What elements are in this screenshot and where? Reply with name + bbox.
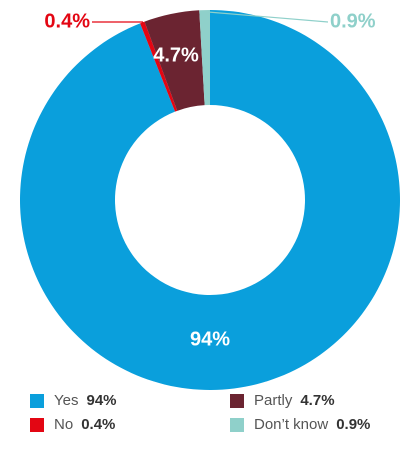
legend-swatch — [30, 418, 44, 432]
legend-label: Don’t know 0.9% — [254, 416, 370, 433]
data-label: 0.9% — [330, 10, 376, 32]
legend-label: No 0.4% — [54, 416, 115, 433]
legend-swatch — [230, 394, 244, 408]
donut-slice — [19, 10, 401, 390]
donut-slice — [199, 10, 210, 106]
legend-name: Yes — [54, 392, 78, 409]
data-label: 94% — [190, 328, 230, 350]
legend-value: 0.4% — [81, 416, 115, 433]
legend-name: Don’t know — [254, 416, 328, 433]
legend-value: 4.7% — [300, 392, 334, 409]
donut-slice — [140, 21, 178, 112]
legend-swatch — [30, 394, 44, 408]
legend-label: Yes 94% — [54, 392, 117, 409]
legend-name: Partly — [254, 392, 293, 409]
legend-label: Partly 4.7% — [254, 392, 335, 409]
donut-slice — [144, 10, 205, 111]
data-label: 0.4% — [44, 10, 90, 32]
legend-value: 94% — [86, 392, 116, 409]
legend-value: 0.9% — [336, 416, 370, 433]
legend-name: No — [54, 416, 73, 433]
data-label: 4.7% — [153, 44, 199, 66]
legend-swatch — [230, 418, 244, 432]
leader-line — [207, 11, 329, 23]
